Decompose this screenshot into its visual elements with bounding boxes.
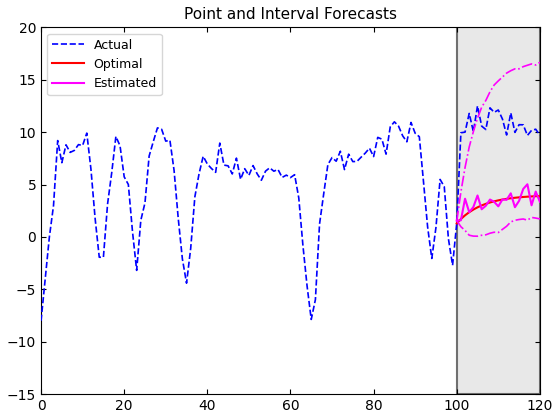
Optimal [483,201,489,206]
Estimated [461,196,468,201]
Line: Optimal: Optimal [457,196,540,223]
FancyBboxPatch shape [457,27,540,394]
Line: Actual: Actual [41,106,540,321]
Estimated [495,204,502,209]
Actual [38,318,44,323]
Estimated [533,189,539,194]
Estimated [466,210,473,215]
Optimal [528,194,535,199]
Estimated [516,198,522,203]
Estimated [478,207,485,212]
Actual [250,163,256,168]
Estimated [470,205,477,210]
Estimated [536,199,543,204]
Optimal [507,196,514,201]
Actual [474,103,481,108]
Optimal [470,207,477,212]
Actual [349,159,356,164]
Estimated [487,197,493,202]
Optimal [520,194,526,200]
Optimal [516,195,522,200]
Actual [154,125,161,130]
Optimal [512,195,519,200]
Estimated [458,218,464,223]
Estimated [507,191,514,196]
Estimated [528,203,535,208]
Optimal [454,221,460,226]
Optimal [491,199,497,204]
Optimal [466,210,473,215]
Actual [536,133,543,138]
Optimal [474,205,481,210]
Estimated [454,218,460,223]
Title: Point and Interval Forecasts: Point and Interval Forecasts [184,7,397,22]
Optimal [533,194,539,199]
Estimated [499,197,506,202]
Actual [87,167,94,172]
Optimal [524,194,531,199]
Line: Estimated: Estimated [457,184,540,220]
Optimal [478,203,485,208]
Estimated [520,186,526,192]
Optimal [536,194,543,199]
Estimated [512,205,519,210]
Estimated [483,203,489,208]
Optimal [487,200,493,205]
Optimal [458,216,464,221]
Actual [507,110,514,116]
Estimated [524,182,531,187]
Optimal [503,196,510,201]
Legend: Actual, Optimal, Estimated: Actual, Optimal, Estimated [47,34,162,95]
Estimated [474,193,481,198]
Optimal [499,197,506,202]
Estimated [503,197,510,202]
Optimal [495,198,502,203]
Actual [375,135,381,140]
Estimated [491,199,497,204]
Optimal [461,213,468,218]
